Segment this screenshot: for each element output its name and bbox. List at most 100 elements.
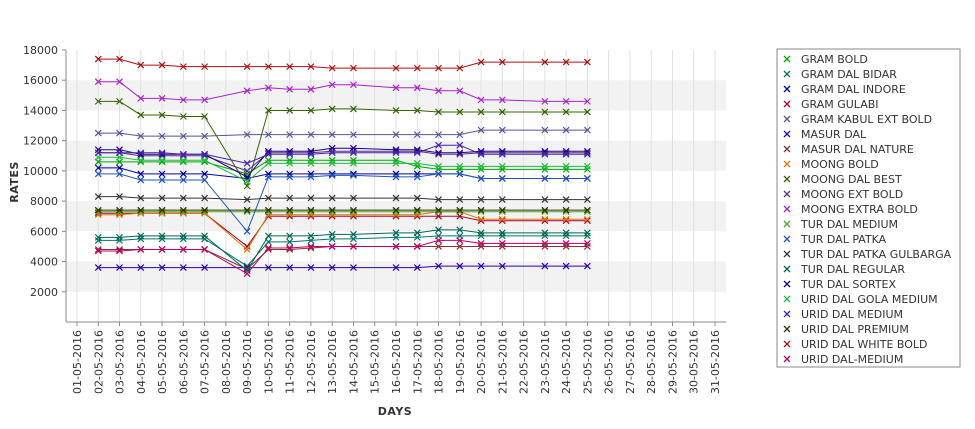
data-point [583, 97, 591, 105]
series-gram-dal-bidar [94, 232, 591, 270]
data-point [307, 156, 315, 164]
data-point [137, 61, 145, 69]
data-point [477, 96, 485, 104]
data-point [158, 232, 166, 240]
legend-label: TUR DAL PATKA GULBARGA [800, 248, 952, 261]
data-point [243, 196, 251, 204]
data-point [307, 131, 315, 139]
data-point [435, 170, 442, 178]
data-point [158, 235, 166, 243]
data-point [286, 244, 294, 252]
series-gram-kabul-ext-bold [94, 126, 591, 140]
data-point [307, 147, 315, 155]
data-point [456, 141, 464, 149]
data-point [243, 167, 251, 175]
x-tick-label: 17-05-2016 [411, 330, 424, 394]
data-point [94, 264, 102, 272]
data-point [179, 150, 187, 158]
data-point [116, 146, 123, 154]
data-point [243, 63, 251, 71]
data-point [562, 215, 570, 223]
data-point [158, 94, 166, 102]
data-point [307, 63, 315, 71]
legend-marker [783, 295, 791, 303]
legend-marker [783, 220, 791, 228]
data-point [116, 233, 123, 241]
data-point [392, 264, 400, 272]
data-point [243, 243, 251, 250]
data-point [264, 170, 272, 178]
data-point [498, 58, 506, 66]
data-point [541, 150, 549, 158]
x-tick-label: 15-05-2016 [369, 330, 382, 394]
legend-label: URID DAL-MEDIUM [801, 353, 903, 366]
x-tick-label: 23-05-2016 [539, 330, 552, 394]
data-point [541, 58, 549, 66]
data-point [583, 239, 591, 247]
data-point [392, 194, 400, 202]
data-point [158, 170, 166, 178]
data-point [435, 64, 442, 72]
data-point [201, 194, 209, 202]
legend-box [776, 48, 961, 368]
data-point [201, 170, 209, 178]
data-point [435, 108, 442, 116]
series-urid-dal-medium [94, 236, 591, 278]
data-point [328, 64, 336, 72]
data-point [350, 264, 357, 272]
data-point [583, 126, 591, 134]
data-point [243, 87, 251, 95]
data-point [498, 243, 506, 250]
data-point [477, 126, 485, 134]
data-point [350, 194, 357, 202]
series-urid-dal-medium [94, 141, 591, 167]
data-point [456, 226, 464, 234]
legend-marker [783, 145, 791, 153]
data-point [307, 194, 315, 202]
data-point [158, 149, 166, 157]
data-point [94, 206, 102, 214]
data-point [201, 113, 209, 120]
x-tick-label: 05-05-2016 [156, 330, 169, 394]
data-point [307, 264, 315, 272]
data-point [413, 173, 421, 181]
data-point [541, 243, 549, 250]
data-point [456, 236, 464, 244]
data-point [264, 194, 272, 202]
data-point [562, 175, 570, 182]
y-tick-label: 12000 [23, 135, 58, 148]
x-tick-label: 18-05-2016 [433, 330, 446, 394]
data-point [562, 262, 570, 270]
data-point [583, 196, 591, 204]
legend-label: GRAM KABUL EXT BOLD [801, 113, 932, 126]
legend-marker [783, 70, 791, 78]
data-point [541, 229, 549, 237]
data-point [264, 232, 272, 240]
data-point [94, 149, 102, 157]
data-point [541, 97, 549, 105]
x-tick-label: 01-05-2016 [71, 330, 84, 394]
data-point [562, 232, 570, 240]
data-point [413, 131, 421, 139]
data-point [477, 162, 485, 170]
x-tick-label: 11-05-2016 [284, 330, 297, 394]
data-point [562, 58, 570, 66]
data-point [286, 173, 294, 181]
data-point [243, 270, 251, 278]
data-point [498, 206, 506, 214]
legend-marker [783, 325, 791, 333]
x-tick-label: 24-05-2016 [560, 330, 573, 394]
data-point [498, 175, 506, 182]
data-point [158, 61, 166, 69]
data-point [583, 206, 591, 214]
legend-marker [783, 265, 791, 273]
y-tick-label: 14000 [23, 104, 58, 117]
data-point [350, 206, 357, 214]
data-point [583, 150, 591, 158]
data-point [350, 131, 357, 139]
data-point [328, 156, 336, 164]
data-point [477, 239, 485, 247]
data-point [583, 215, 591, 223]
y-tick-label: 2000 [30, 286, 58, 299]
